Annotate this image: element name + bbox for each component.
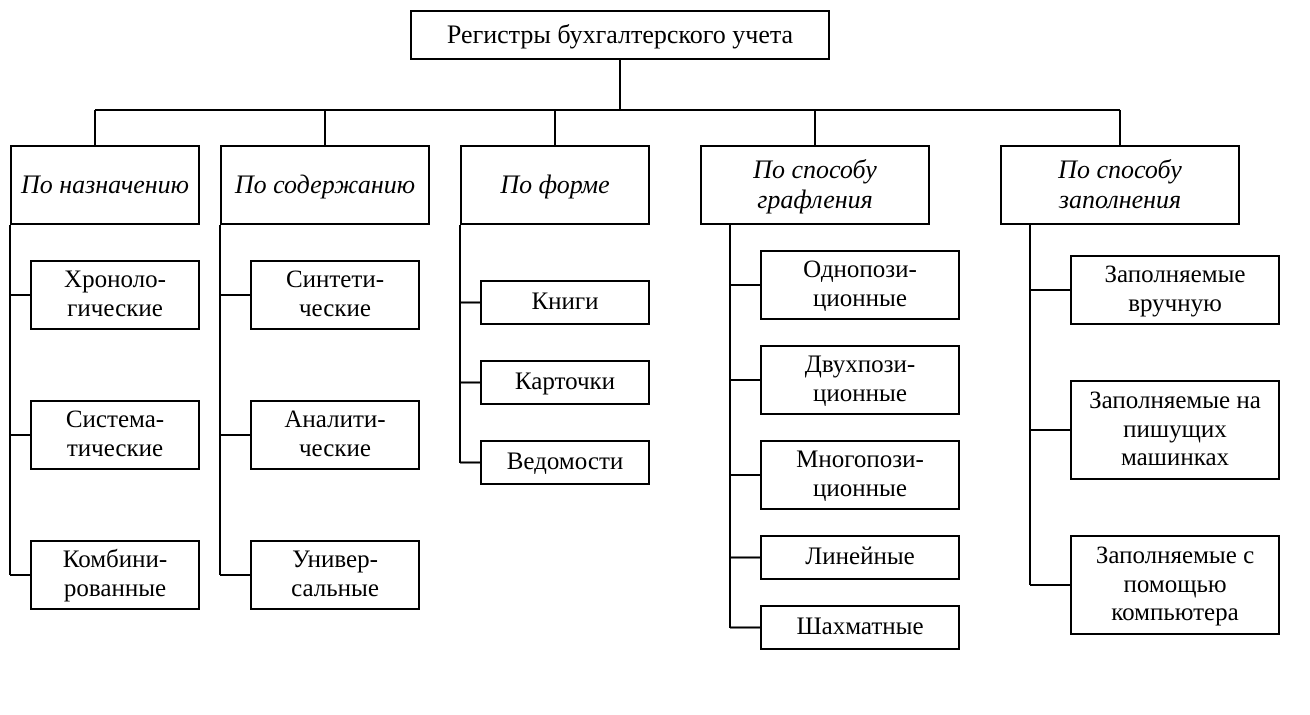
leaf-node: Комбини- рованные (30, 540, 200, 610)
leaf-node: Многопози- ционные (760, 440, 960, 510)
category-node-purpose: По назначению (10, 145, 200, 225)
root-node: Регистры бухгалтерского учета (410, 10, 830, 60)
leaf-node: Двухпози- ционные (760, 345, 960, 415)
leaf-node: Карточки (480, 360, 650, 405)
leaf-node: Синтети- ческие (250, 260, 420, 330)
leaf-node: Заполняемые вручную (1070, 255, 1280, 325)
leaf-node: Аналити- ческие (250, 400, 420, 470)
leaf-node: Линейные (760, 535, 960, 580)
leaf-node: Ведомости (480, 440, 650, 485)
leaf-node: Хроноло- гические (30, 260, 200, 330)
leaf-node: Книги (480, 280, 650, 325)
leaf-node: Шахматные (760, 605, 960, 650)
category-node-filling: По способу заполнения (1000, 145, 1240, 225)
leaf-node: Однопози- ционные (760, 250, 960, 320)
leaf-node: Универ- сальные (250, 540, 420, 610)
category-node-form: По форме (460, 145, 650, 225)
leaf-node: Система- тические (30, 400, 200, 470)
category-node-ruling: По способу графления (700, 145, 930, 225)
leaf-node: Заполняемые на пишущих машинках (1070, 380, 1280, 480)
category-node-content: По содержанию (220, 145, 430, 225)
diagram-canvas: Регистры бухгалтерского учета По назначе… (0, 0, 1310, 715)
leaf-node: Заполняемые с помощью компьютера (1070, 535, 1280, 635)
